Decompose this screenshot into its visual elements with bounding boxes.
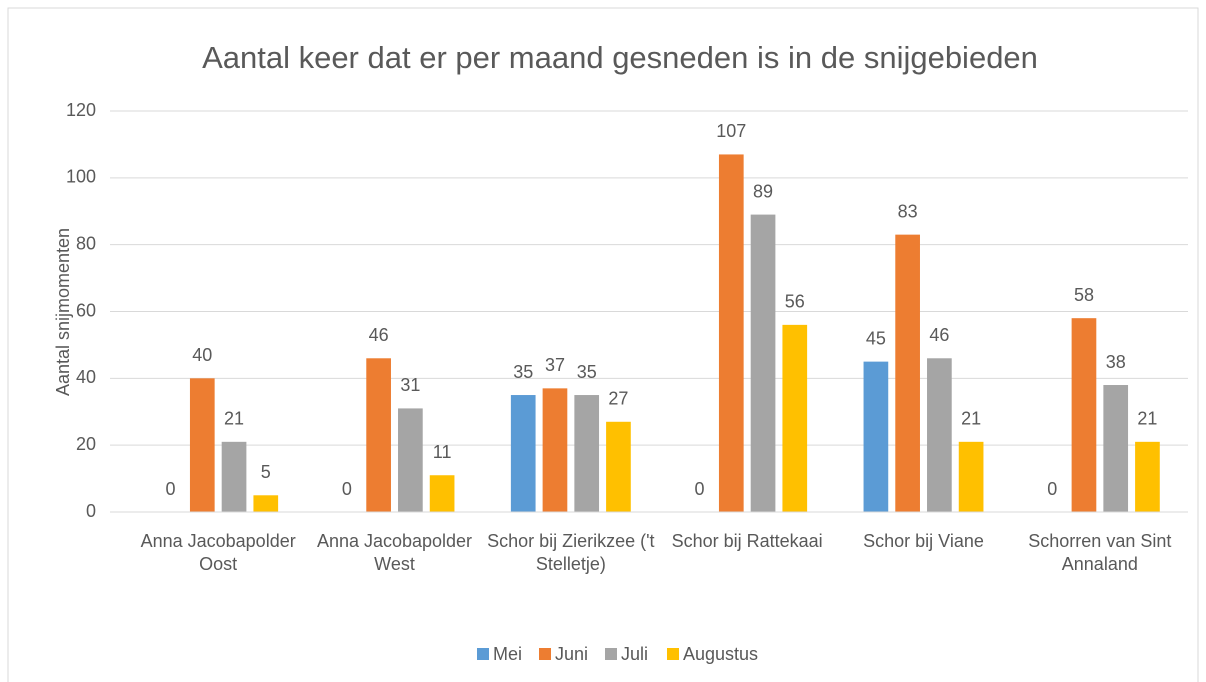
- legend-label: Juni: [555, 644, 588, 664]
- legend-label: Mei: [493, 644, 522, 664]
- y-tick-label: 0: [86, 501, 96, 521]
- data-label: 27: [608, 389, 628, 409]
- x-tick-label: Schorren van Sint Annaland: [1028, 531, 1172, 574]
- data-label: 0: [166, 479, 176, 499]
- data-label: 0: [1047, 479, 1057, 499]
- data-label: 38: [1106, 352, 1126, 372]
- y-tick-label: 60: [76, 300, 96, 320]
- y-tick-label: 100: [66, 167, 96, 187]
- data-label: 37: [545, 355, 565, 375]
- bar: [782, 324, 808, 512]
- bar: [366, 358, 391, 512]
- legend-label: Juli: [621, 644, 648, 664]
- x-tick-label: Schor bij Zierikzee ('t Stelletje): [487, 531, 655, 574]
- data-label: 0: [695, 479, 705, 499]
- bar: [1071, 318, 1097, 512]
- bar: [542, 388, 568, 512]
- bar: [1135, 441, 1160, 512]
- legend-swatch: [477, 648, 489, 660]
- legend-swatch: [667, 648, 679, 660]
- data-label: 58: [1074, 285, 1094, 305]
- legend-label: Augustus: [683, 644, 758, 664]
- bar: [253, 495, 279, 512]
- bar: [927, 358, 952, 512]
- y-tick-label: 120: [66, 100, 96, 120]
- x-tick-label: Anna Jacobapolder West: [316, 531, 473, 574]
- bar: [510, 395, 536, 512]
- data-label: 46: [929, 325, 949, 345]
- data-label: 21: [961, 409, 981, 429]
- y-tick-label: 20: [76, 434, 96, 454]
- data-label: 40: [192, 345, 212, 365]
- bar: [189, 378, 215, 512]
- legend-swatch: [605, 648, 617, 660]
- y-tick-label: 80: [76, 233, 96, 253]
- bar: [221, 441, 247, 512]
- frame: [7, 7, 1199, 682]
- legend-swatch: [539, 648, 551, 660]
- data-label: 5: [261, 462, 271, 482]
- data-label: 83: [898, 201, 918, 221]
- y-axis-label: Aantal snijmomenten: [53, 228, 73, 396]
- x-tick-label: Schor bij Viane: [863, 531, 984, 551]
- bar: [718, 154, 744, 513]
- data-label: 11: [433, 442, 452, 462]
- chart-title: Aantal keer dat er per maand gesneden is…: [202, 40, 1038, 75]
- bar: [895, 234, 920, 512]
- data-label: 35: [513, 362, 533, 382]
- bar: [1103, 385, 1129, 512]
- bar: [750, 214, 776, 512]
- data-label: 0: [342, 479, 352, 499]
- bar: [398, 408, 423, 512]
- data-label: 89: [753, 181, 773, 201]
- y-tick-label: 40: [76, 367, 96, 387]
- data-label: 107: [716, 121, 746, 141]
- bar: [958, 441, 984, 512]
- data-label: 21: [224, 409, 244, 429]
- bar: [606, 421, 631, 512]
- bar: [574, 395, 600, 512]
- data-label: 45: [866, 328, 886, 348]
- data-label: 56: [785, 292, 805, 312]
- bar: [863, 361, 889, 512]
- data-label: 21: [1137, 409, 1157, 429]
- data-label: 35: [577, 362, 597, 382]
- x-tick-label: Anna Jacobapolder Oost: [140, 531, 296, 574]
- bar: [429, 475, 455, 512]
- data-label: 31: [400, 375, 420, 395]
- x-tick-label: Schor bij Rattekaai: [671, 531, 823, 551]
- data-label: 46: [369, 325, 389, 345]
